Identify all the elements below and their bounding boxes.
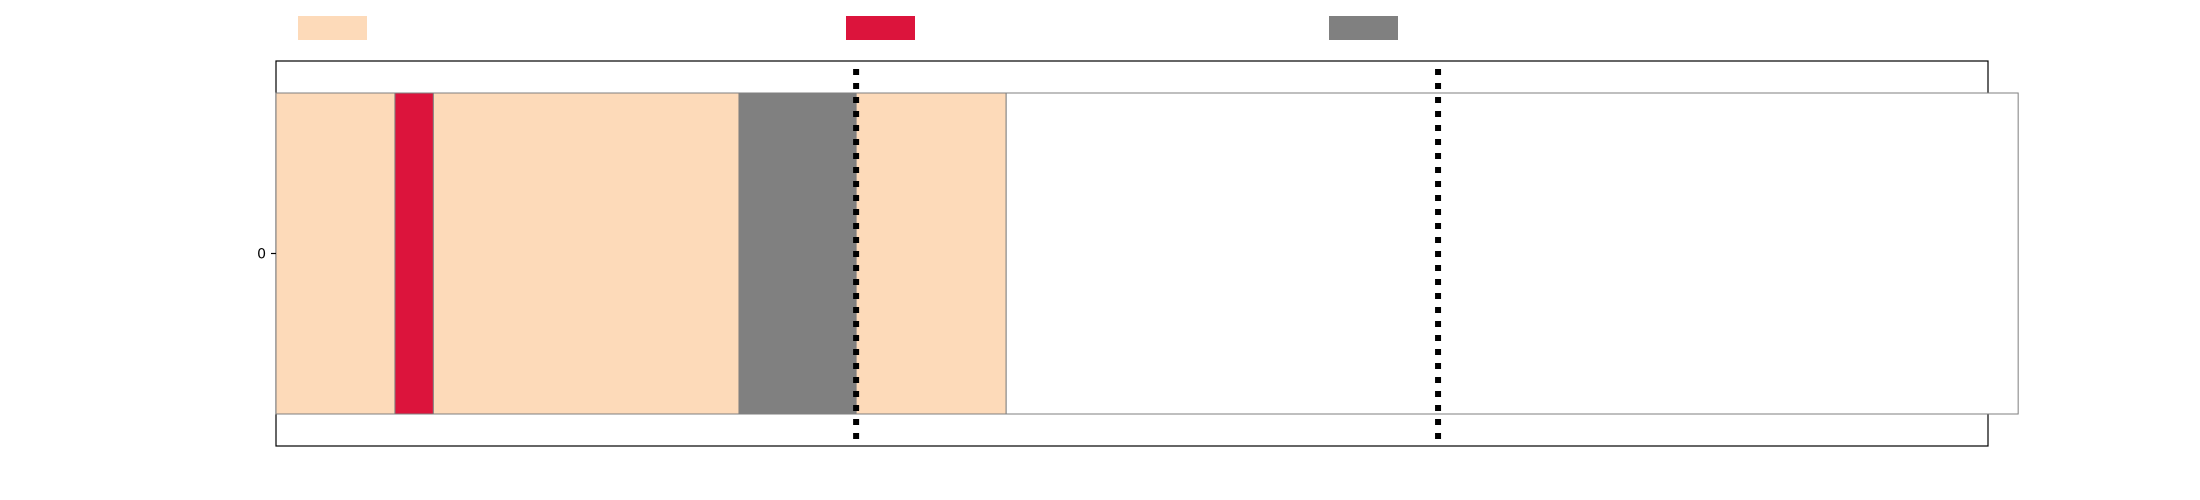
bar-segment-3 — [738, 92, 857, 415]
legend-swatch-0 — [298, 16, 367, 40]
bar-segment-4 — [855, 92, 1007, 415]
legend — [298, 16, 1398, 40]
bar-segment-2 — [432, 92, 740, 415]
bar-segment-1 — [394, 92, 434, 415]
legend-swatch-2 — [1329, 16, 1398, 40]
y-tick-label-0: 0 — [257, 247, 266, 263]
bar-group — [275, 92, 2019, 415]
y-axis: 0 — [257, 247, 276, 263]
bar-segment-0 — [275, 92, 396, 415]
legend-swatch-1 — [846, 16, 915, 40]
bar-segment-5 — [1005, 92, 2019, 415]
